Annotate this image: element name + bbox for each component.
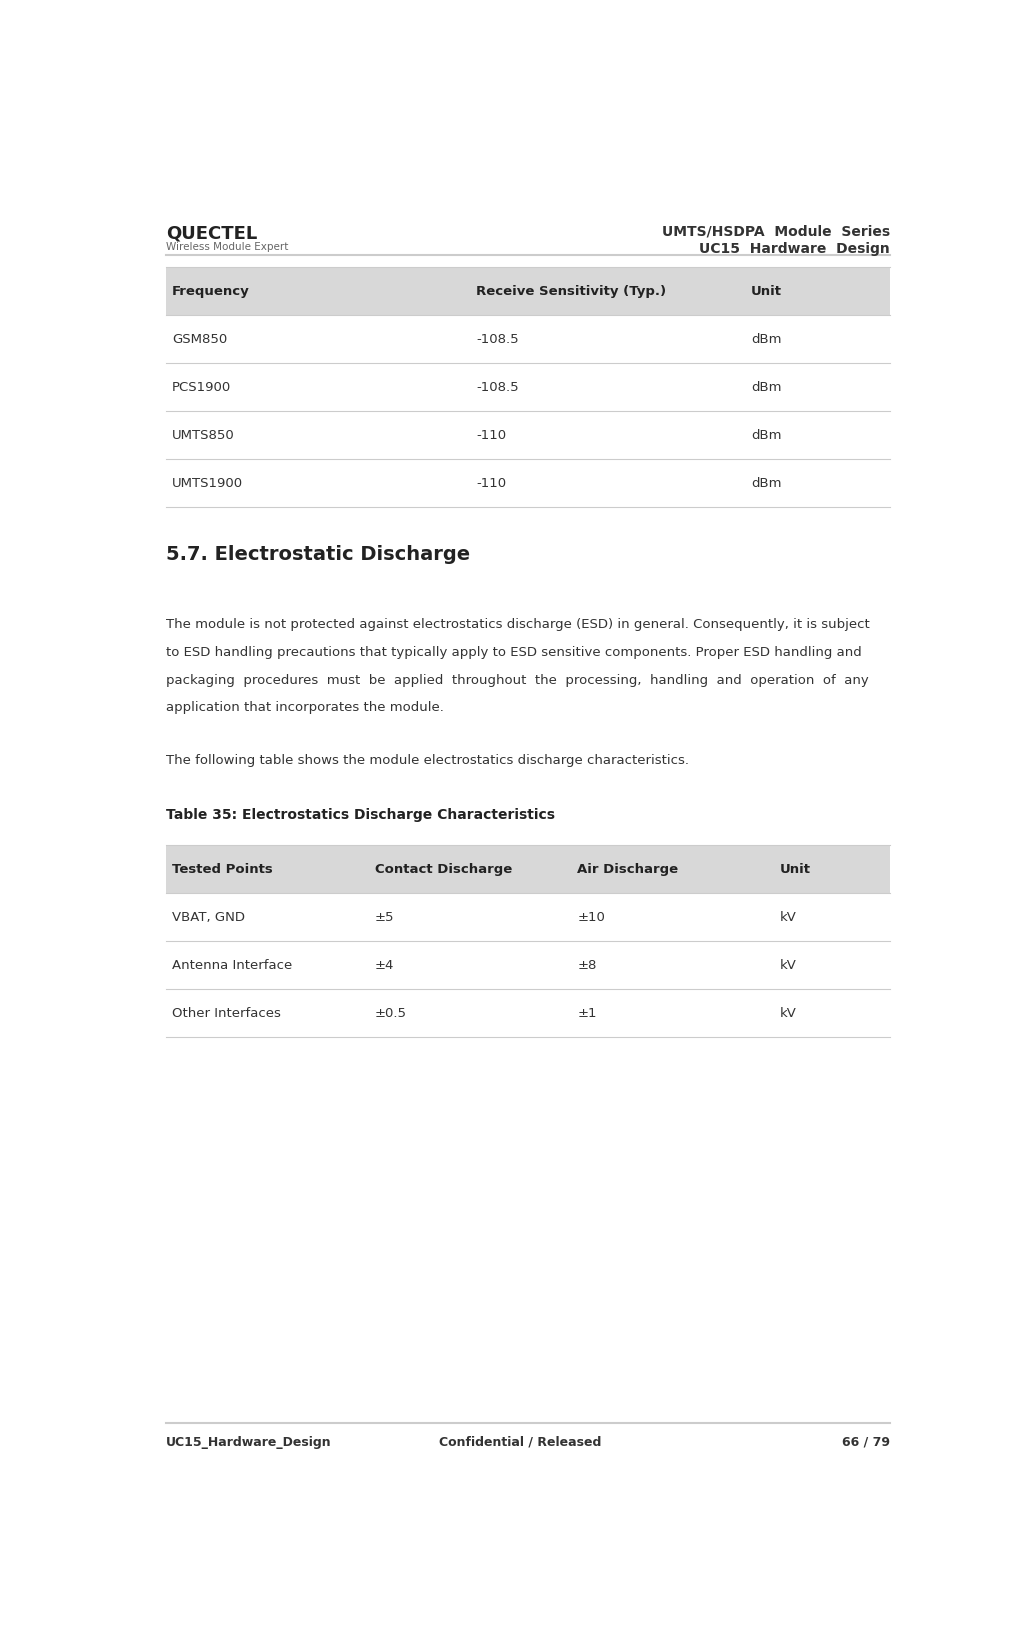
Text: Unit: Unit — [751, 285, 782, 298]
Bar — [166, 459, 890, 506]
Text: application that incorporates the module.: application that incorporates the module… — [166, 701, 445, 715]
Text: dBm: dBm — [751, 477, 782, 490]
Text: Table 35: Electrostatics Discharge Characteristics: Table 35: Electrostatics Discharge Chara… — [166, 808, 555, 821]
Text: The module is not protected against electrostatics discharge (ESD) in general. C: The module is not protected against elec… — [166, 618, 870, 631]
Bar — [166, 267, 890, 315]
Text: UC15  Hardware  Design: UC15 Hardware Design — [699, 243, 890, 256]
Text: dBm: dBm — [751, 380, 782, 393]
Text: Air Discharge: Air Discharge — [578, 862, 678, 875]
Bar — [166, 411, 890, 459]
Text: Frequency: Frequency — [172, 285, 250, 298]
Text: UMTS850: UMTS850 — [172, 429, 234, 441]
Text: UC15_Hardware_Design: UC15_Hardware_Design — [166, 1436, 332, 1449]
Bar — [166, 941, 890, 990]
Text: ±8: ±8 — [578, 959, 597, 972]
Text: dBm: dBm — [751, 429, 782, 441]
Text: ±5: ±5 — [375, 911, 394, 924]
Text: 5.7. Electrostatic Discharge: 5.7. Electrostatic Discharge — [166, 546, 470, 564]
Bar — [166, 846, 890, 893]
Text: Wireless Module Expert: Wireless Module Expert — [166, 243, 288, 252]
Text: Contact Discharge: Contact Discharge — [375, 862, 512, 875]
Bar — [166, 990, 890, 1037]
Text: Confidential / Released: Confidential / Released — [439, 1436, 601, 1449]
Text: Antenna Interface: Antenna Interface — [172, 959, 292, 972]
Text: -108.5: -108.5 — [476, 333, 519, 346]
Text: Receive Sensitivity (Typ.): Receive Sensitivity (Typ.) — [476, 285, 666, 298]
Text: -110: -110 — [476, 429, 506, 441]
Text: kV: kV — [780, 1006, 797, 1019]
Text: kV: kV — [780, 959, 797, 972]
Text: -108.5: -108.5 — [476, 380, 519, 393]
Text: ±4: ±4 — [375, 959, 394, 972]
Bar — [166, 364, 890, 411]
Text: to ESD handling precautions that typically apply to ESD sensitive components. Pr: to ESD handling precautions that typical… — [166, 646, 862, 659]
Text: UMTS1900: UMTS1900 — [172, 477, 244, 490]
Text: Unit: Unit — [780, 862, 811, 875]
Text: ±0.5: ±0.5 — [375, 1006, 407, 1019]
Text: -110: -110 — [476, 477, 506, 490]
Text: VBAT, GND: VBAT, GND — [172, 911, 245, 924]
Text: kV: kV — [780, 911, 797, 924]
Text: packaging  procedures  must  be  applied  throughout  the  processing,  handling: packaging procedures must be applied thr… — [166, 674, 869, 687]
Bar — [166, 893, 890, 941]
Text: UMTS/HSDPA  Module  Series: UMTS/HSDPA Module Series — [662, 225, 890, 238]
Bar — [166, 315, 890, 364]
Text: Other Interfaces: Other Interfaces — [172, 1006, 281, 1019]
Text: PCS1900: PCS1900 — [172, 380, 231, 393]
Text: 66 / 79: 66 / 79 — [841, 1436, 890, 1449]
Text: QUECTEL: QUECTEL — [166, 225, 258, 243]
Text: ±10: ±10 — [578, 911, 605, 924]
Text: Tested Points: Tested Points — [172, 862, 273, 875]
Text: GSM850: GSM850 — [172, 333, 227, 346]
Text: ±1: ±1 — [578, 1006, 597, 1019]
Text: dBm: dBm — [751, 333, 782, 346]
Text: The following table shows the module electrostatics discharge characteristics.: The following table shows the module ele… — [166, 754, 689, 767]
